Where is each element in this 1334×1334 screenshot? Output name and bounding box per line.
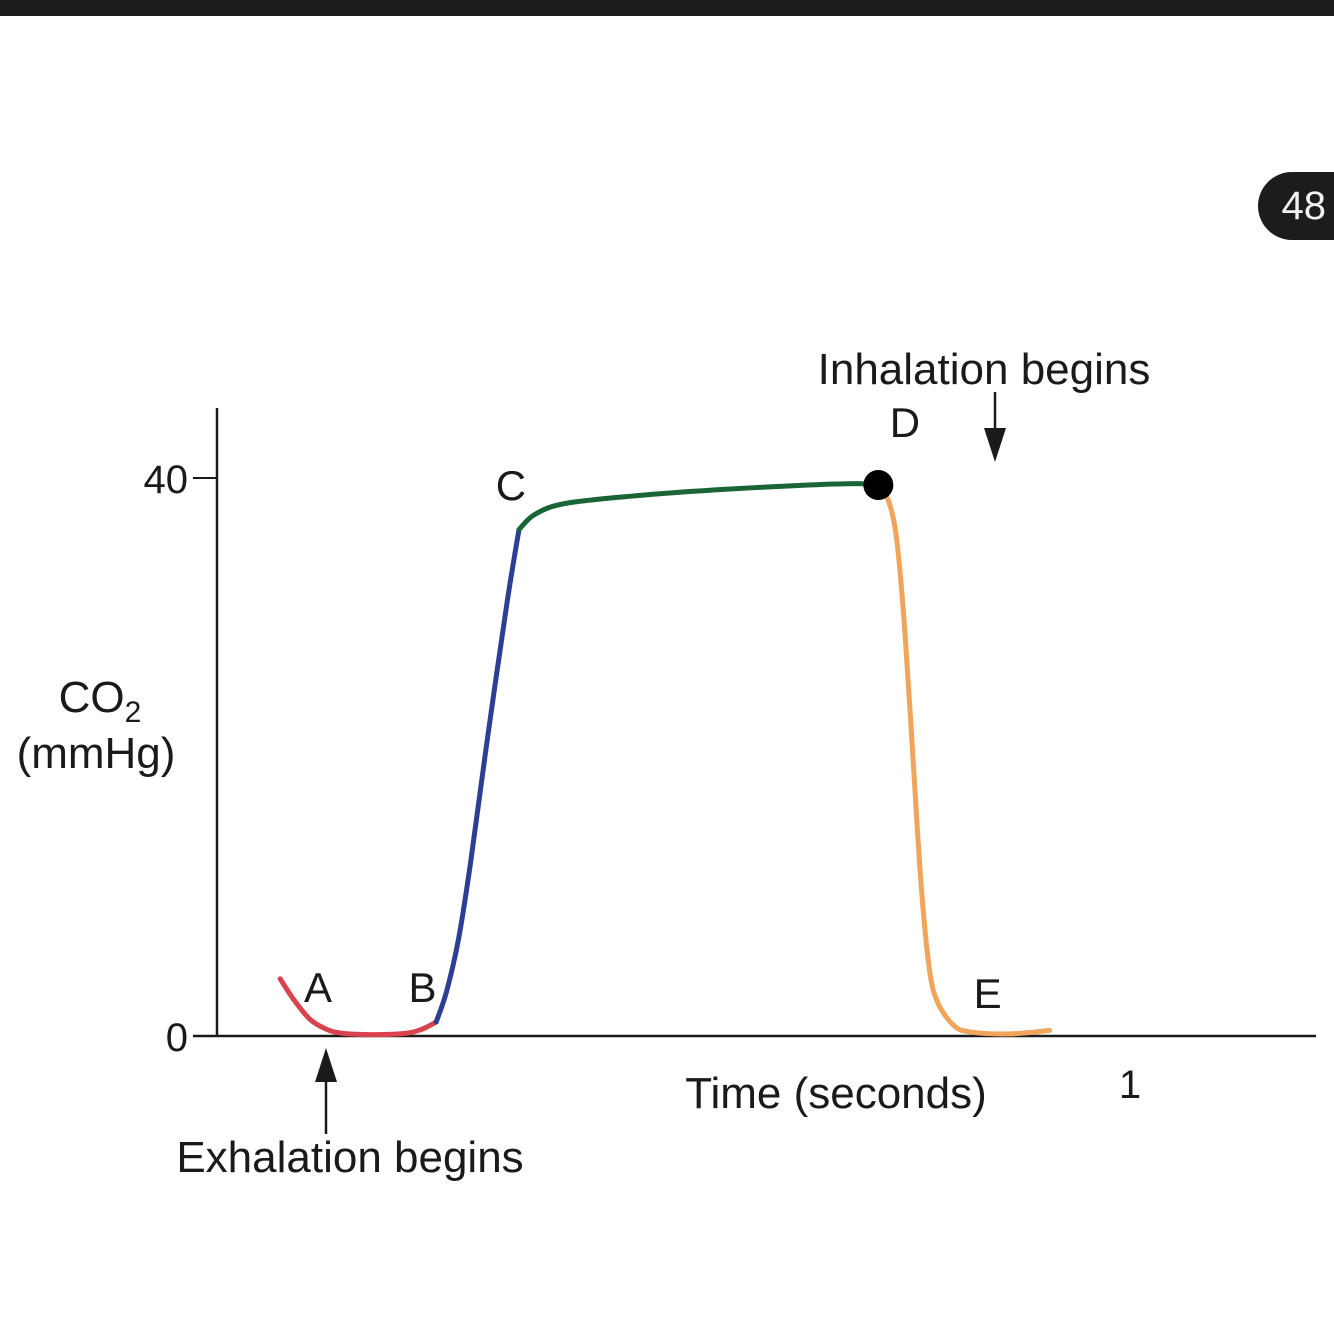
point-label-e: E — [974, 970, 1002, 1017]
page-number-badge: 48 — [1258, 172, 1334, 240]
curve-segment-d-e — [875, 482, 1053, 1037]
exhalation-annotation: Exhalation begins — [176, 1133, 523, 1182]
labels-group: A B C D E Exhalation begins Inhalation begins — [176, 345, 1150, 1182]
y-axis-label: CO2 — [59, 673, 142, 729]
series-group — [277, 469, 1053, 1038]
y-axis-label-subscript: 2 — [125, 696, 142, 729]
inhalation-annotation: Inhalation begins — [818, 345, 1151, 394]
y-tick-label: 40 — [144, 458, 189, 502]
curve-segment-a-b — [277, 976, 439, 1038]
curve-segment-c-d — [516, 481, 881, 533]
x-axis-label: Time (seconds) — [685, 1069, 987, 1118]
point-label-a: A — [304, 964, 332, 1011]
point-label-d: D — [890, 399, 920, 446]
curve-segment-b-c — [433, 527, 522, 1025]
x-tick-label: 1 — [1119, 1063, 1141, 1107]
y-axis-unit: (mmHg) — [17, 729, 176, 778]
y-axis-label-main: CO — [59, 673, 125, 722]
top-bar — [0, 0, 1334, 16]
point-label-b: B — [408, 964, 436, 1011]
inhalation-point-marker — [863, 469, 894, 500]
axes: 0 40 1 Time (seconds) CO2(mmHg) — [17, 408, 1316, 1118]
inhalation-arrow-head — [984, 428, 1006, 462]
exhalation-arrow-head — [315, 1048, 337, 1082]
point-label-c: C — [496, 462, 526, 509]
y-tick-label: 0 — [166, 1016, 188, 1060]
